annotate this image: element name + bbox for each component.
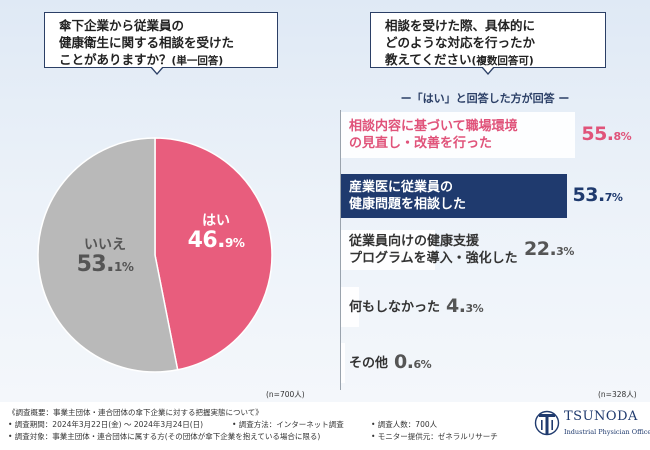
bar-label-1: 相談内容に基づいて職場環境 の見直し・改善を行った (349, 118, 518, 152)
footer-survey-target: • 調査対象：事業主団体・連合団体に属する方(その団体が傘下企業を抱えている場合… (8, 432, 321, 441)
bar-value-3: 22.3% (524, 238, 574, 260)
bar-value-main: 53. (572, 184, 606, 206)
question2-box-pointer-inner (482, 66, 494, 73)
pie-category-no: いいえ (84, 237, 126, 253)
pie-value-yes-small: 9% (225, 236, 245, 251)
footer-survey-period: • 調査期間：2024年3月22日(金) 〜 2024年3月24日(日) (8, 420, 204, 429)
question1-line-text: ことがありますか？ (59, 52, 172, 67)
question2-box: 相談を受けた際、具体的に どのような対応を行ったか 教えてください(複数回答可) (370, 12, 606, 68)
bar-label-line: その他 (349, 355, 389, 371)
question1-line: 健康衛生に関する相談を受けた (59, 35, 235, 50)
logo-name: TSUNODA (564, 409, 638, 424)
pie-value-yes-main: 46. (187, 228, 226, 254)
pie-sample-size: (n=700人) (266, 390, 305, 399)
question2-line: 相談を受けた際、具体的に (385, 18, 536, 33)
bar-value-1: 55.8% (581, 123, 631, 145)
bar-axis-line (340, 110, 341, 390)
bar-value-5: 0.6% (394, 351, 432, 373)
footer-monitor-provider: • モニター提供元：ゼネラルリサーチ (371, 432, 498, 441)
bar-value-small: 7% (604, 191, 623, 204)
bar-label-4: 何もしなかった (349, 299, 440, 316)
company-logo: TSUNODA Industrial Physician Office (534, 406, 650, 444)
bar-value-main: 0. (394, 351, 414, 373)
footer-survey-title: 《調査概要：事業主団体・連合団体の傘下企業に対する把握実態について》 (8, 408, 263, 417)
question1-box: 傘下企業から従業員の 健康衛生に関する相談を受けた ことがありますか？(単一回答… (44, 12, 278, 68)
bar-label-5: その他 (349, 355, 388, 372)
bar-value-4: 4.3% (446, 295, 484, 317)
pie-category-yes: はい (202, 213, 230, 229)
footer-survey-count: • 調査人数：700人 (371, 420, 438, 429)
question2-line: 教えてください(複数回答可) (385, 51, 605, 70)
pie-label-no: いいえ 53.1% (70, 237, 140, 278)
bar-value-small: 6% (413, 358, 432, 371)
question2-note: (複数回答可) (471, 55, 534, 67)
bar-label-3: 従業員向けの健康支援プログラムを導入・強化した (349, 233, 518, 267)
bar-value-main: 22. (524, 238, 557, 260)
bar-2 (341, 174, 567, 218)
bar-label-line: の見直し・改善を行った (349, 136, 493, 151)
bar-label-line: 何もしなかった (349, 299, 441, 315)
bar-label-line: 相談内容に基づいて職場環境 (349, 119, 518, 134)
question2-line: どのような対応を行ったか (385, 35, 536, 50)
bar-4 (341, 287, 360, 327)
bar-label-line: 産業医に従業員の (349, 180, 454, 195)
question1-note: (単一回答) (171, 55, 224, 67)
bar-sample-size: (n=328人) (598, 390, 637, 399)
logo-subtitle: Industrial Physician Office (564, 428, 650, 436)
question1-box-pointer-inner (151, 66, 163, 73)
bar-value-main: 55. (581, 123, 614, 145)
question1-line: 傘下企業から従業員の (59, 18, 185, 33)
pie-value-no-small: 1% (114, 260, 134, 275)
pie-slice-yes (154, 137, 273, 371)
pie-value-no: 53.1% (70, 253, 140, 277)
bar-1 (341, 112, 576, 158)
bar-value-2: 53.7% (573, 184, 623, 206)
bar-3 (341, 230, 435, 270)
question2-line-text: 教えてください (385, 52, 472, 67)
pie-value-no-main: 53. (76, 252, 115, 278)
bar-label-line: プログラムを導入・強化した (349, 251, 518, 266)
bar-5 (341, 343, 345, 383)
bar-value-main: 4. (446, 295, 466, 317)
logo-emblem-icon (534, 410, 560, 436)
pie-label-yes: はい 46.9% (186, 213, 246, 254)
bar-label-line: 従業員向けの健康支援 (349, 234, 480, 249)
bar-chart-subtitle: ー「はい」と回答した方が回答 ー (400, 92, 570, 105)
bar-label-2: 産業医に従業員の 健康問題を相談した (349, 179, 466, 213)
question1-line: ことがありますか？(単一回答) (59, 51, 277, 70)
pie-chart (37, 137, 273, 373)
bar-value-small: 3% (465, 302, 484, 315)
pie-value-yes: 46.9% (186, 229, 246, 253)
pie-slice-no (37, 137, 179, 373)
bar-value-small: 3% (556, 245, 574, 258)
bar-value-small: 8% (613, 130, 632, 143)
footer-survey-method: • 調査方法：インターネット調査 (232, 420, 344, 429)
bar-label-line: 健康問題を相談した (349, 197, 467, 212)
